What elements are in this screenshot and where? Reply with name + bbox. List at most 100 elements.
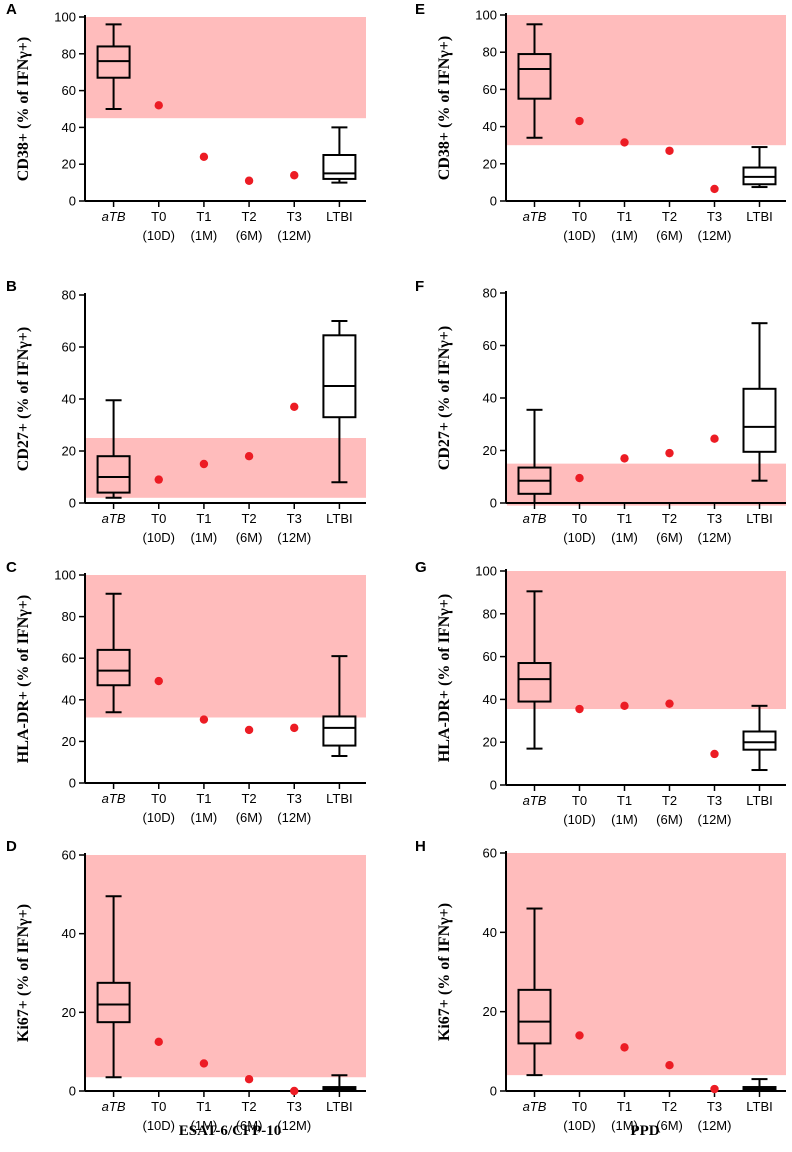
data-point-t3 [710,1084,719,1094]
data-point-t3 [710,184,719,194]
x-category-sublabel: (12M) [277,530,311,545]
data-point-t2 [244,176,254,185]
y-tick-label: 100 [54,568,76,583]
y-tick-label: 60 [62,848,76,863]
y-tick-label: 0 [490,194,497,209]
x-category-label: T3 [707,511,722,526]
x-category-label: T2 [241,209,256,224]
box-plot-ltbi [322,126,357,184]
box-plot-ltbi [742,704,777,772]
x-category-label: aTB [523,209,547,224]
y-tick-label: 60 [62,651,76,666]
x-category-label: T2 [662,793,677,808]
y-tick-label: 40 [483,925,497,940]
box-plot-ltbi [322,320,357,484]
y-tick-label: 40 [62,392,76,407]
x-category-label: LTBI [746,1099,773,1114]
box-plot-ltbi [322,655,357,757]
x-category-sublabel: (12M) [698,1118,732,1133]
box-plot-ltbi [742,1078,777,1092]
x-category-label: T1 [617,209,632,224]
x-category-label: T0 [151,209,166,224]
y-tick-label: 100 [54,10,76,25]
panel-letter: D [6,838,17,855]
box-iqr [517,662,552,703]
box-plot-ltbi [322,1074,357,1092]
y-tick-label: 0 [490,1084,497,1099]
y-tick-label: 60 [62,340,76,355]
data-point-t1 [620,138,629,147]
y-tick-label: 40 [483,119,497,134]
x-category-sublabel: (10D) [142,1118,175,1133]
data-point-t2 [244,1075,254,1084]
data-point-t1 [620,701,629,711]
reference-range-band [507,571,786,710]
x-category-label: T3 [707,793,722,808]
box-plot-atb [96,399,131,499]
box-iqr [322,154,357,180]
panel-g: 0 20 40 60 80 100 aTB T0 (10D) T1 (1M) T2 (6M) T3 (12M… [415,559,786,827]
box-iqr [517,988,552,1045]
x-category-sublabel: (10D) [563,530,596,545]
y-tick-label: 60 [483,649,497,664]
reference-range-band [86,855,366,1078]
data-point-t0 [575,704,584,714]
x-category-label: T1 [196,1099,211,1114]
y-axis-label: Ki67+ (% of IFNγ+) [436,903,453,1041]
x-category-sublabel: (10D) [142,530,175,545]
x-category-label: T2 [241,511,256,526]
reference-range-band [507,853,786,1076]
data-point-t2 [665,1061,674,1070]
panel-h: 0 20 40 60 aTB T0 (10D) T1 (1M) T2 (6M) T3 (12M) LTBI… [415,838,786,1133]
x-category-sublabel: (6M) [236,228,263,243]
x-category-label: T0 [572,209,587,224]
x-category-sublabel: (6M) [236,530,263,545]
x-category-label: T2 [241,1099,256,1114]
data-point-t2 [244,725,254,735]
panel-letter: H [415,838,426,855]
box-iqr [742,730,777,751]
panel-f: 0 20 40 60 80 aTB T0 (10D) T1 (1M) T2 (6M) T3 (12M) LT… [415,278,786,545]
y-tick-label: 40 [62,926,76,941]
data-point-t1 [199,715,209,724]
data-point-t2 [665,448,674,458]
y-tick-label: 100 [475,8,497,23]
x-category-label: T0 [572,1099,587,1114]
data-point-t2 [244,452,254,461]
y-tick-label: 20 [62,444,76,459]
x-category-sublabel: (6M) [656,1118,683,1133]
x-category-sublabel: (1M) [611,530,638,545]
y-tick-label: 60 [483,338,497,353]
reference-range-band [507,463,786,506]
panel-a: 0 20 40 60 80 100 aTB T0 (10D) T1 (1M) T2 (6M) T3 (12M… [6,1,366,243]
y-axis-label: CD27+ (% of IFNγ+) [15,327,32,471]
footer-right-label: PPD [630,1123,659,1139]
panel-letter: A [6,1,17,18]
y-axis-label: HLA-DR+ (% of IFNγ+) [436,594,453,762]
x-category-label: T3 [287,511,302,526]
y-tick-label: 40 [483,692,497,707]
box-plot-atb [96,895,131,1079]
x-category-sublabel: (6M) [656,812,683,827]
data-point-t3 [710,434,719,443]
box-iqr [96,981,131,1024]
x-category-label: LTBI [746,209,773,224]
data-point-t3 [290,1086,299,1096]
panel-d: 0 20 40 60 aTB T0 (10D) T1 (1M) T2 (6M) T3 (12M) LTBI… [6,838,366,1133]
box-iqr [322,334,357,419]
y-tick-label: 60 [483,82,497,97]
x-category-label: T1 [196,511,211,526]
box-plot-atb [96,23,131,110]
x-category-sublabel: (10D) [142,228,175,243]
panel-letter: F [415,278,424,295]
data-point-t2 [665,699,674,708]
data-point-t0 [154,676,163,686]
x-category-label: LTBI [326,511,353,526]
x-category-label: T1 [617,793,632,808]
box-iqr [322,715,357,747]
data-point-t2 [665,146,674,155]
x-category-label: aTB [523,1099,547,1114]
panel-letter: B [6,278,17,295]
y-tick-label: 20 [483,443,497,458]
data-point-t3 [710,749,719,759]
